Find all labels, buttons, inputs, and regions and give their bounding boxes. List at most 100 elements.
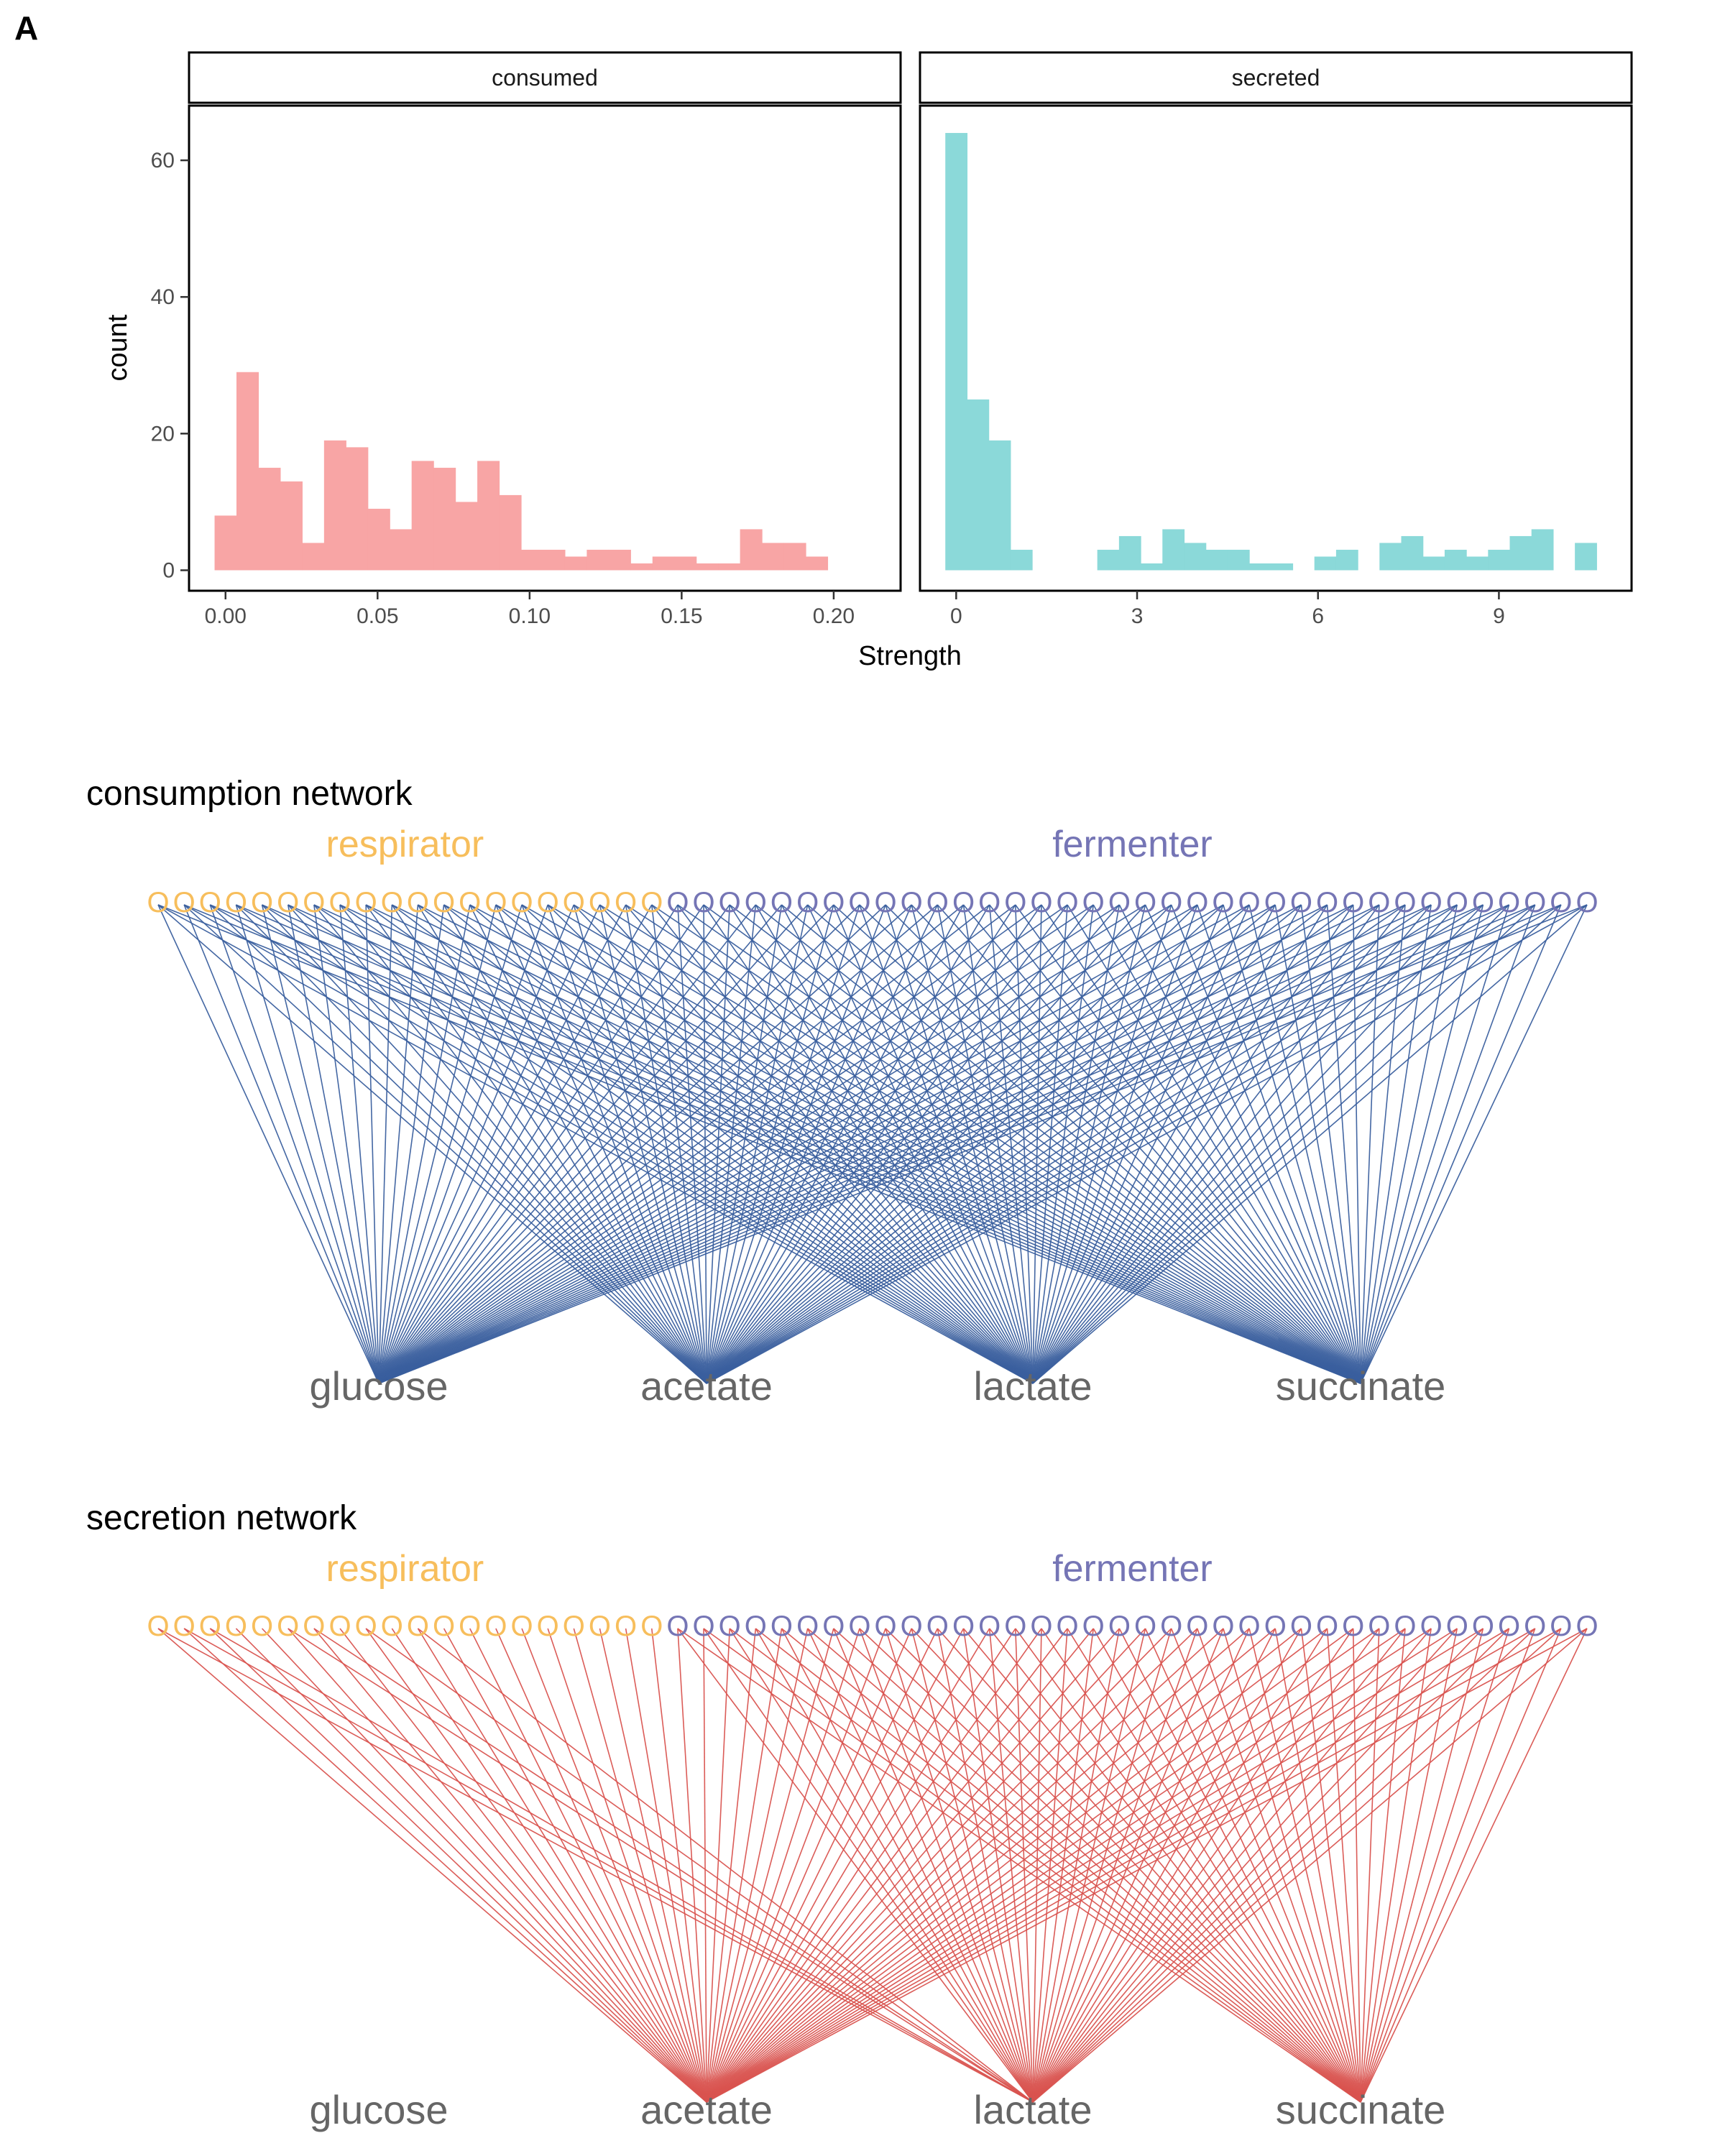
network-edge xyxy=(706,1628,1094,2103)
x-tick-label: 0.05 xyxy=(356,604,398,628)
network-edge xyxy=(1360,1628,1380,2103)
network-edge xyxy=(781,904,1361,1384)
network-edge xyxy=(313,904,1034,1384)
node-fermenter: O xyxy=(1108,1611,1131,1642)
network-edge xyxy=(469,1628,707,2103)
network-edge xyxy=(1032,904,1484,1384)
network-edge xyxy=(469,904,707,1384)
network-edge xyxy=(495,904,1034,1384)
network-edge xyxy=(1360,904,1562,1384)
network-edge xyxy=(391,1628,707,2103)
network-edge xyxy=(365,1628,1034,2103)
node-respirator: O xyxy=(589,887,611,918)
network-edge xyxy=(962,1628,1034,2103)
node-fermenter: O xyxy=(1420,1611,1443,1642)
node-fermenter: O xyxy=(1446,887,1468,918)
network-edge xyxy=(378,904,445,1384)
node-respirator: O xyxy=(407,1611,429,1642)
node-fermenter: O xyxy=(926,887,949,918)
node-fermenter: O xyxy=(1134,887,1156,918)
node-fermenter: O xyxy=(1264,1611,1287,1642)
y-axis-title: count xyxy=(103,314,133,381)
network-edge xyxy=(209,1628,707,2103)
network-edge xyxy=(706,1628,1120,2103)
network-edge xyxy=(378,904,1016,1384)
network-edge xyxy=(378,904,938,1384)
node-respirator: O xyxy=(328,1611,351,1642)
node-respirator: O xyxy=(563,887,585,918)
network-edge xyxy=(287,904,380,1384)
network-edge xyxy=(1360,1628,1458,2103)
x-tick-label: 0.00 xyxy=(205,604,247,628)
network-edge xyxy=(378,904,886,1384)
network-edge xyxy=(706,904,809,1384)
network-edge xyxy=(706,904,783,1384)
network-edge xyxy=(573,904,1034,1384)
node-respirator: O xyxy=(484,887,507,918)
network-edge xyxy=(378,904,1068,1384)
network-edge xyxy=(417,1628,1034,2103)
network-edge xyxy=(1032,904,1536,1384)
node-fermenter: O xyxy=(978,1611,1000,1642)
node-fermenter: O xyxy=(796,887,819,918)
network-edge xyxy=(599,1628,707,2103)
node-fermenter: O xyxy=(745,887,767,918)
network-edge xyxy=(859,1628,1034,2103)
network-edge xyxy=(157,904,707,1384)
network-edge xyxy=(1118,904,1361,1384)
node-respirator: O xyxy=(615,887,637,918)
node-fermenter: O xyxy=(1212,1611,1234,1642)
node-respirator: O xyxy=(355,887,377,918)
node-respirator: O xyxy=(277,887,299,918)
node-respirator: O xyxy=(173,1611,196,1642)
network-edge xyxy=(706,1628,1380,2103)
x-tick-label: 3 xyxy=(1131,604,1144,628)
network-edge xyxy=(378,904,1588,1384)
network-edge xyxy=(1032,1628,1068,2103)
network-edge xyxy=(706,1628,730,2103)
histogram-bar xyxy=(1466,556,1489,571)
network-edge xyxy=(1032,1628,1198,2103)
node-fermenter: O xyxy=(1472,1611,1494,1642)
network-edge xyxy=(706,904,1042,1384)
histogram-panel-consumed: consumed 0.00 0.05 0.10 0.15 0.20 0 20 40 60 xyxy=(151,51,902,628)
network-edge xyxy=(1032,1628,1146,2103)
histogram-bar xyxy=(499,494,522,571)
network-edge xyxy=(706,904,1172,1384)
network-edge xyxy=(706,1628,1224,2103)
x-tick-label: 0.15 xyxy=(661,604,702,628)
network-edge xyxy=(521,1628,707,2103)
histogram-bar xyxy=(945,133,968,571)
node-fermenter: O xyxy=(1394,887,1416,918)
node-fermenter: O xyxy=(770,887,793,918)
node-fermenter: O xyxy=(875,1611,897,1642)
network-edge xyxy=(755,1628,1034,2103)
node-fermenter: O xyxy=(901,887,923,918)
network-edge xyxy=(1144,1628,1361,2103)
node-fermenter: O xyxy=(692,887,714,918)
network-edge xyxy=(288,1628,1034,2103)
network-edge xyxy=(706,904,1380,1384)
network-edge xyxy=(1274,1628,1361,2103)
node-respirator: O xyxy=(173,887,196,918)
node-fermenter: O xyxy=(1524,887,1546,918)
network-edge xyxy=(706,1628,990,2103)
group-label-fermenter: fermenter xyxy=(1052,824,1213,865)
network-edge xyxy=(235,1628,707,2103)
histogram-bar xyxy=(1422,556,1445,571)
network-edge xyxy=(1032,1628,1432,2103)
network-edge xyxy=(706,1628,1588,2103)
node-respirator: O xyxy=(199,887,221,918)
node-respirator: O xyxy=(381,1611,403,1642)
network-edge xyxy=(706,904,1094,1384)
network-edge xyxy=(378,904,1172,1384)
network-edge xyxy=(378,904,1224,1384)
network-edge xyxy=(1032,1628,1172,2103)
histogram-bar xyxy=(390,529,413,571)
network-edge xyxy=(183,904,380,1384)
node-respirator: O xyxy=(484,1611,507,1642)
network-edge xyxy=(989,904,1361,1384)
network-edge xyxy=(1032,1628,1042,2103)
network-edge xyxy=(288,904,707,1384)
network-edge xyxy=(706,1628,1146,2103)
